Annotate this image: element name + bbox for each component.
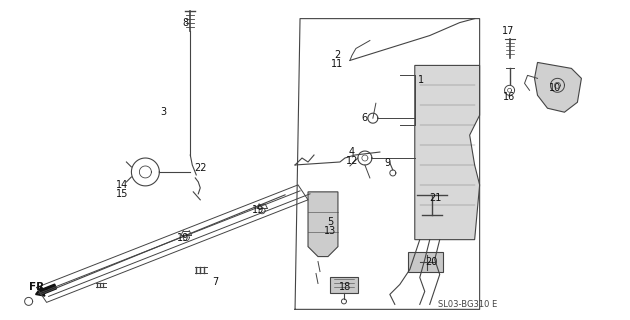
Polygon shape [415, 65, 479, 240]
Text: 2: 2 [334, 51, 340, 60]
Text: 19: 19 [252, 205, 264, 215]
Text: 8: 8 [182, 18, 188, 28]
Text: SL03-BG310 E: SL03-BG310 E [438, 300, 497, 309]
Text: 10: 10 [549, 83, 561, 93]
Text: 14: 14 [117, 180, 129, 190]
Text: 19: 19 [177, 233, 190, 243]
Polygon shape [534, 62, 581, 112]
Text: 3: 3 [160, 107, 166, 117]
Text: 6: 6 [362, 113, 368, 123]
Text: 5: 5 [327, 217, 333, 227]
Text: 9: 9 [385, 158, 391, 168]
Text: 17: 17 [502, 26, 515, 36]
Text: 15: 15 [117, 189, 129, 199]
Text: 7: 7 [212, 277, 219, 287]
Text: 12: 12 [346, 156, 358, 166]
FancyArrow shape [36, 284, 57, 296]
Text: 13: 13 [324, 226, 336, 236]
FancyBboxPatch shape [330, 277, 358, 293]
Text: FR.: FR. [29, 283, 49, 292]
Text: 11: 11 [331, 60, 343, 69]
FancyBboxPatch shape [408, 252, 443, 271]
Text: 1: 1 [418, 75, 424, 85]
Text: 20: 20 [425, 257, 438, 267]
Polygon shape [308, 192, 338, 257]
Text: 22: 22 [194, 163, 207, 173]
Text: 21: 21 [430, 193, 442, 203]
Text: 16: 16 [503, 92, 516, 102]
Text: 18: 18 [339, 283, 351, 292]
Text: 4: 4 [349, 147, 355, 157]
